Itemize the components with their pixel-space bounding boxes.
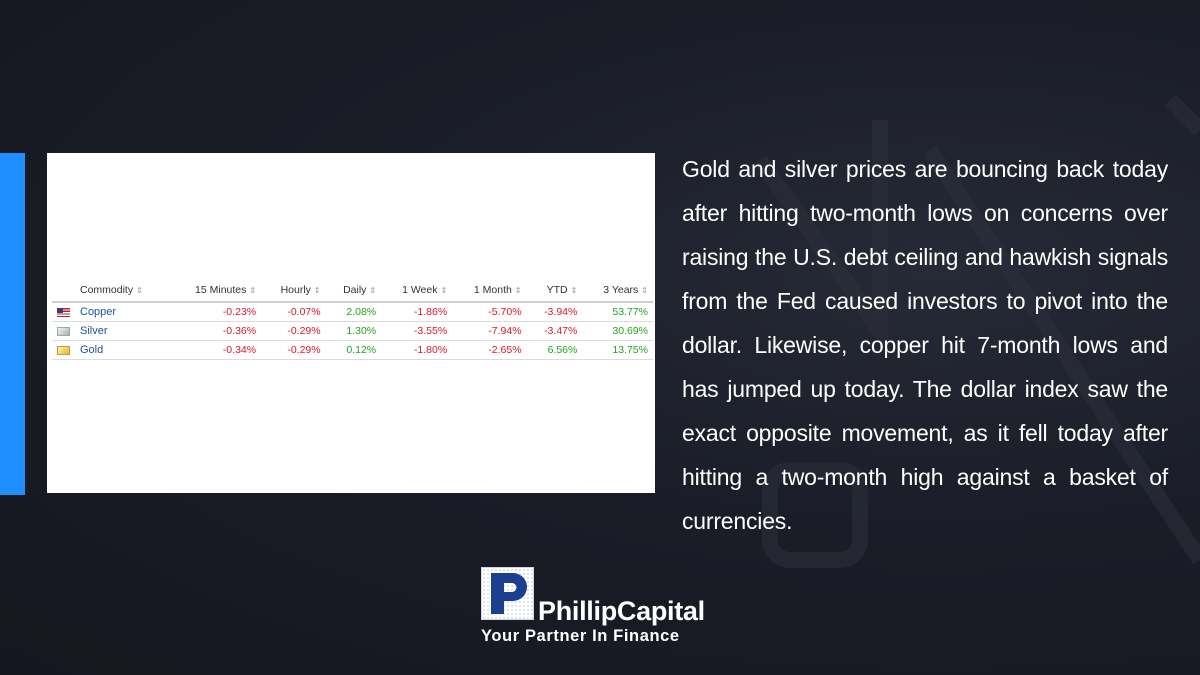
cell-1-week: -3.55% — [381, 321, 453, 341]
market-commentary-text: Gold and silver prices are bouncing back… — [682, 156, 1168, 534]
cell-1-month: -2.65% — [452, 340, 527, 360]
table-row-gold: Gold -0.34% -0.29% 0.12% -1.80% -2.65% 6… — [52, 340, 653, 360]
column-header-hourly[interactable]: Hourly ⇕ — [261, 282, 326, 303]
cell-hourly: -0.29% — [261, 321, 326, 341]
cell-1-week: -1.80% — [381, 340, 453, 360]
cell-hourly: -0.29% — [261, 340, 326, 360]
cell-3-years: 53.77% — [582, 302, 653, 322]
sort-icon: ⇕ — [514, 286, 522, 295]
cell-1-week: -1.86% — [381, 302, 453, 322]
flag-cell — [52, 340, 73, 360]
sort-icon: ⇕ — [440, 286, 448, 295]
cell-ytd: -3.94% — [526, 302, 583, 322]
table-row-copper: Copper -0.23% -0.07% 2.08% -1.86% -5.70%… — [52, 302, 653, 322]
cell-ytd: -3.47% — [526, 321, 583, 341]
brand-name: PhillipCapital — [538, 596, 705, 626]
gold-icon — [57, 345, 70, 355]
cell-daily: 2.08% — [325, 302, 382, 322]
brand-tagline: Your Partner In Finance — [481, 627, 680, 645]
cell-15-minutes: -0.23% — [169, 302, 262, 322]
sort-icon: ⇕ — [313, 286, 321, 295]
flag-column-header — [52, 282, 73, 303]
column-header-daily[interactable]: Daily ⇕ — [325, 282, 382, 303]
column-header-1-month[interactable]: 1 Month ⇕ — [452, 282, 527, 303]
sort-icon: ⇕ — [641, 286, 648, 295]
cell-hourly: -0.07% — [261, 302, 326, 322]
column-header-commodity[interactable]: Commodity ⇕ — [73, 282, 170, 303]
column-header-ytd[interactable]: YTD ⇕ — [526, 282, 583, 303]
cell-1-month: -5.70% — [452, 302, 527, 322]
sort-icon: ⇕ — [249, 286, 257, 295]
commodity-link-gold[interactable]: Gold — [73, 340, 170, 360]
phillipcapital-logo: PhillipCapital Your Partner In Finance — [481, 567, 731, 647]
commodity-link-silver[interactable]: Silver — [73, 321, 170, 341]
cell-3-years: 30.69% — [582, 321, 653, 341]
sort-icon: ⇕ — [136, 286, 143, 295]
accent-bar — [0, 153, 25, 495]
table-header-row: Commodity ⇕ 15 Minutes ⇕ Hourly ⇕ Daily ⇕ 1 … — [52, 282, 653, 303]
commodity-link-copper[interactable]: Copper — [73, 302, 170, 322]
cell-ytd: 6.56% — [526, 340, 583, 360]
flag-cell — [52, 321, 73, 341]
silver-icon — [57, 326, 70, 336]
commodity-performance-table: Commodity ⇕ 15 Minutes ⇕ Hourly ⇕ Daily ⇕ 1 … — [52, 282, 653, 360]
column-header-1-week[interactable]: 1 Week ⇕ — [381, 282, 453, 303]
cell-15-minutes: -0.36% — [169, 321, 262, 341]
us-flag-icon — [57, 307, 70, 317]
table-row-silver: Silver -0.36% -0.29% 1.30% -3.55% -7.94%… — [52, 321, 653, 341]
column-header-15-minutes[interactable]: 15 Minutes ⇕ — [169, 282, 262, 303]
column-header-3-years[interactable]: 3 Years ⇕ — [582, 282, 653, 303]
sort-icon: ⇕ — [570, 286, 578, 295]
commodity-table-panel: Commodity ⇕ 15 Minutes ⇕ Hourly ⇕ Daily ⇕ 1 … — [47, 153, 655, 493]
cell-daily: 0.12% — [325, 340, 382, 360]
logo-p-icon — [481, 567, 534, 620]
sort-icon: ⇕ — [369, 286, 377, 295]
cell-3-years: 13.75% — [582, 340, 653, 360]
cell-daily: 1.30% — [325, 321, 382, 341]
cell-15-minutes: -0.34% — [169, 340, 262, 360]
flag-cell — [52, 302, 73, 322]
cell-1-month: -7.94% — [452, 321, 527, 341]
